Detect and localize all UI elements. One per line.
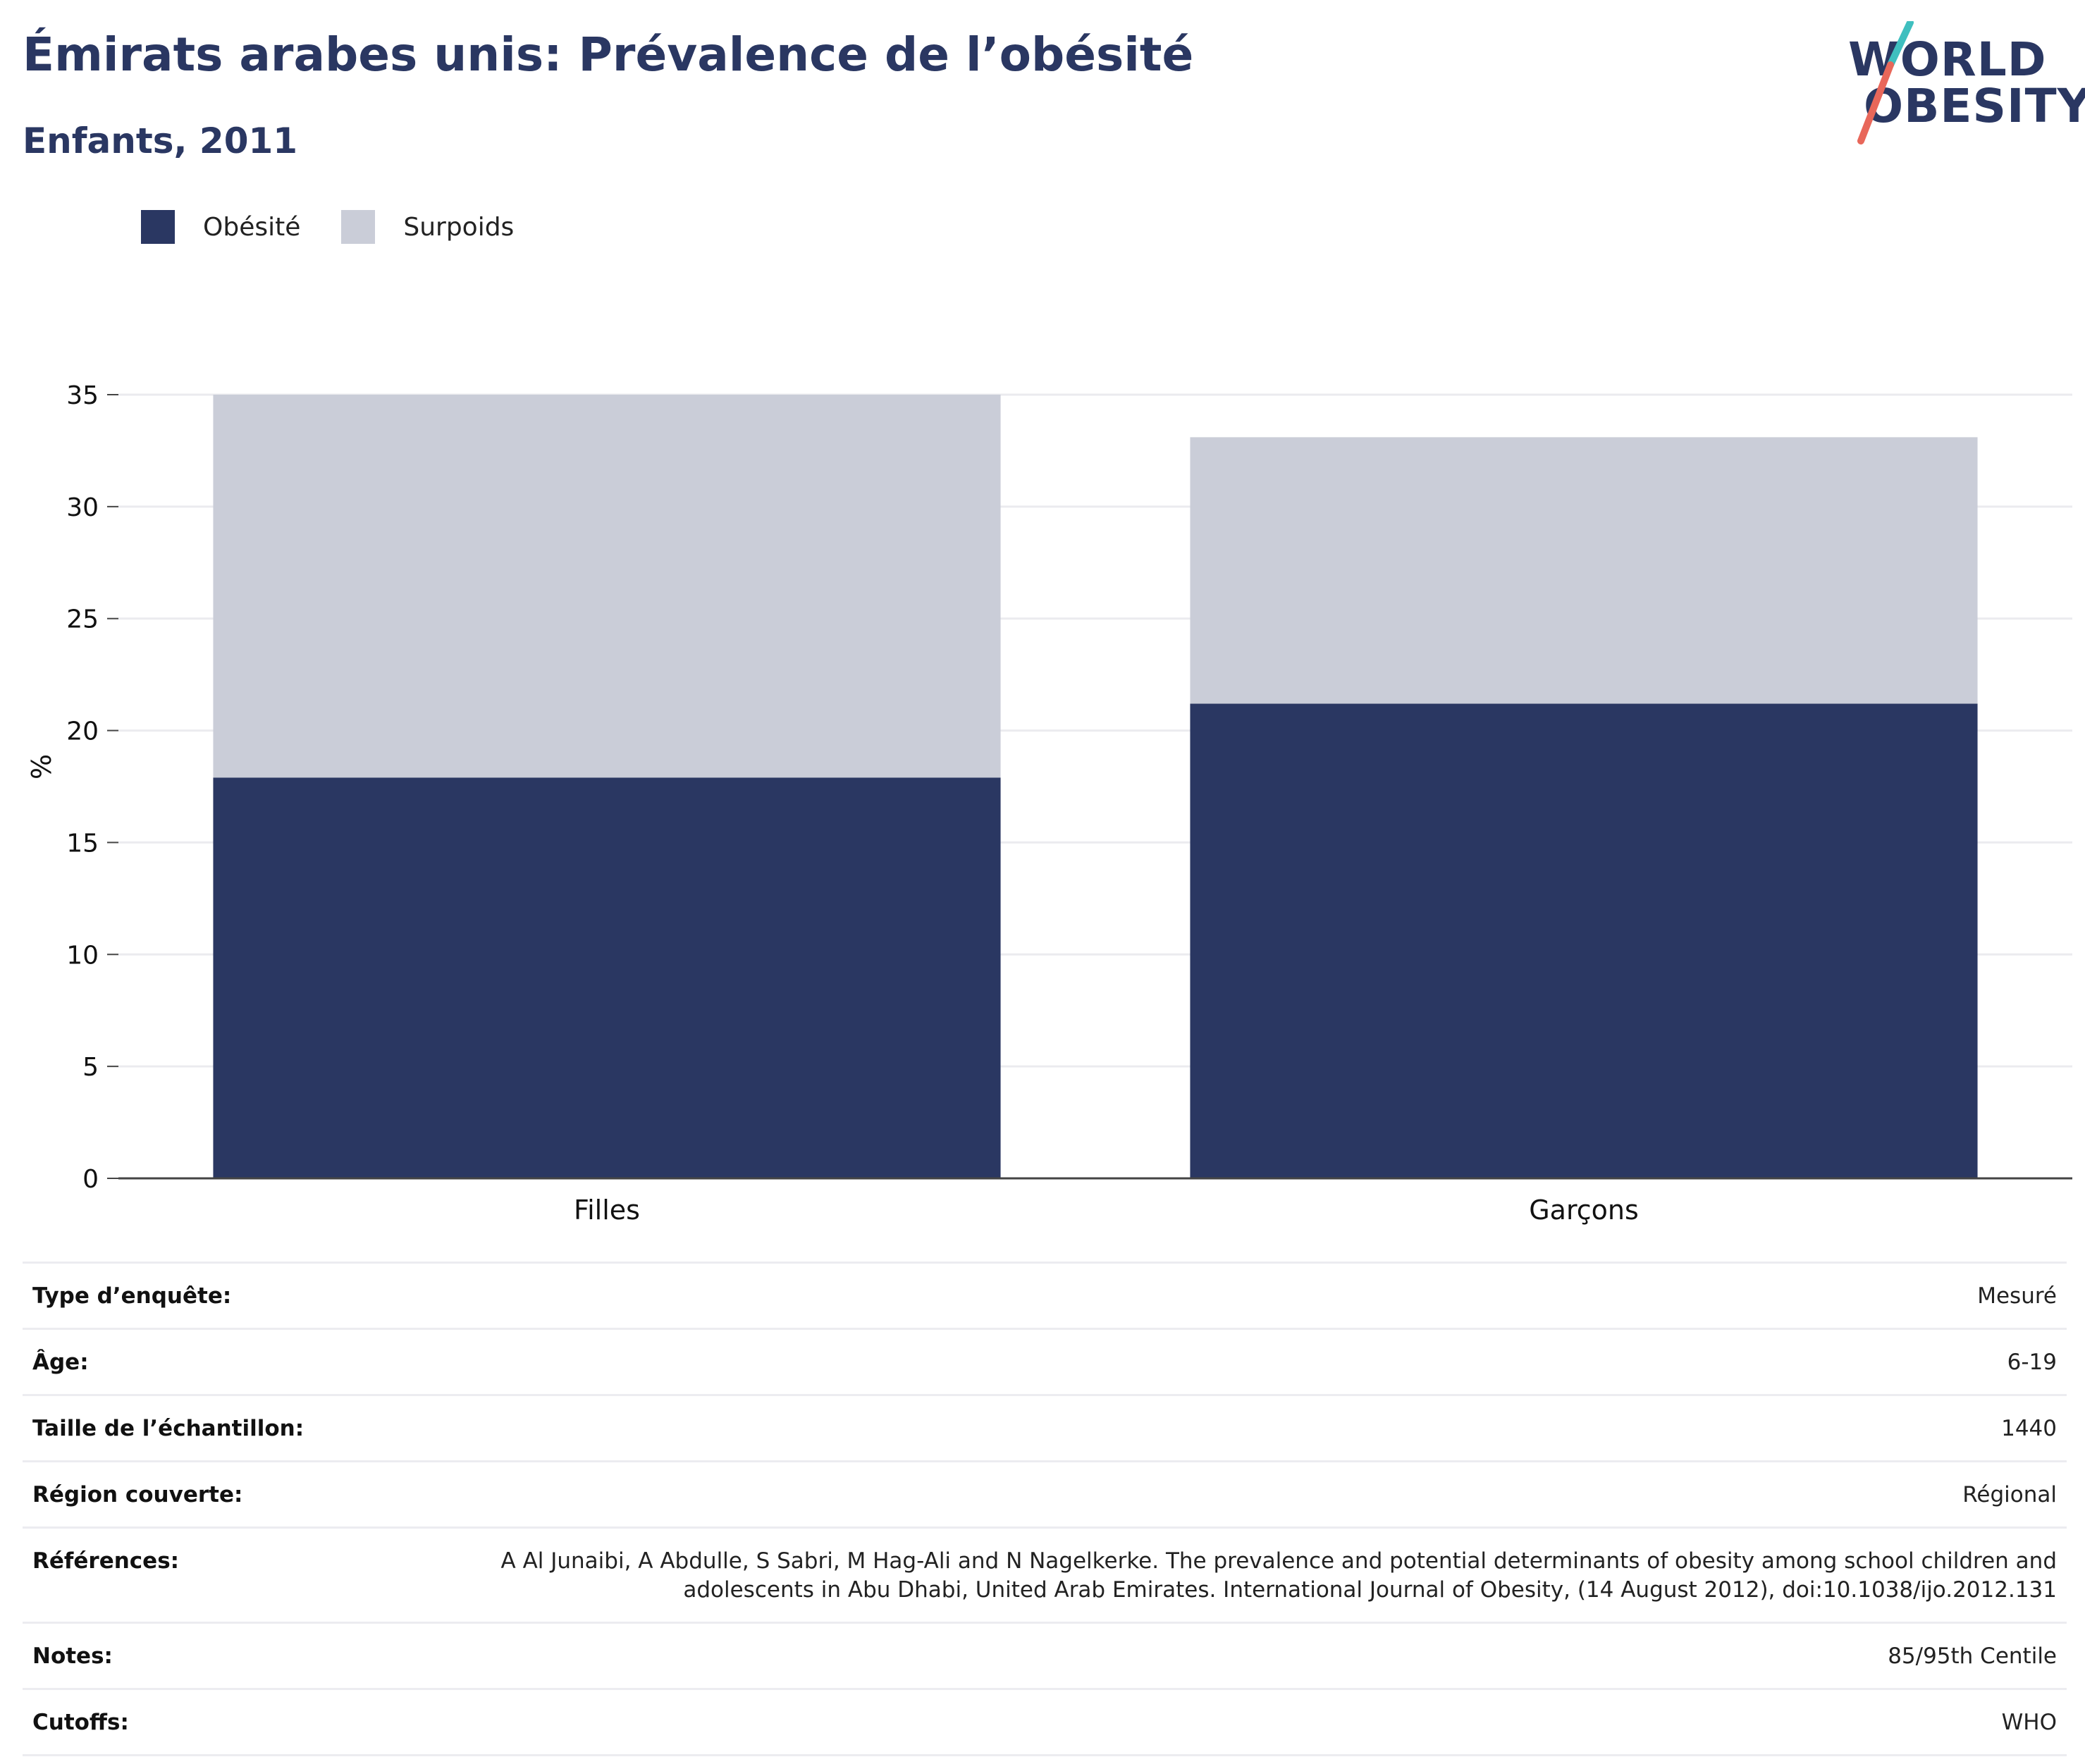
details-value: A Al Junaibi, A Abdulle, S Sabri, M Hag-… bbox=[500, 1548, 2057, 1603]
details-value: WHO bbox=[2001, 1710, 2057, 1735]
details-row: Taille de l’échantillon: 1440 bbox=[23, 1394, 2067, 1460]
details-row: Références: A Al Junaibi, A Abdulle, S Sa… bbox=[23, 1526, 2067, 1622]
details-row: Notes: 85/95th Centile bbox=[23, 1622, 2067, 1688]
chart-subtitle: Enfants, 2011 bbox=[23, 121, 298, 161]
details-row: Cutoffs: WHO bbox=[23, 1688, 2067, 1756]
details-label: Références: bbox=[32, 1548, 180, 1574]
details-row: Région couverte: Régional bbox=[23, 1460, 2067, 1526]
chart-legend: Obésité Surpoids bbox=[141, 210, 555, 244]
details-value: 1440 bbox=[2001, 1416, 2057, 1441]
legend-label-obesite: Obésité bbox=[203, 212, 301, 242]
chart-title: Émirats arabes unis: Prévalence de l’obé… bbox=[23, 27, 1194, 82]
legend-label-surpoids: Surpoids bbox=[403, 212, 515, 242]
x-tick-label: Garçons bbox=[1529, 1195, 1639, 1226]
bars bbox=[213, 395, 1978, 1178]
details-label: Région couverte: bbox=[32, 1482, 243, 1507]
details-value: 85/95th Centile bbox=[1888, 1643, 2057, 1669]
details-row: Âge: 6-19 bbox=[23, 1328, 2067, 1394]
bar-obesite[interactable] bbox=[213, 777, 1001, 1178]
legend-item-surpoids[interactable]: Surpoids bbox=[341, 210, 514, 244]
logo-text-line1: WORLD bbox=[1848, 32, 2047, 87]
axes: 0 5 10 15 20 25 30 35 Filles Garçons bbox=[66, 381, 2072, 1226]
legend-swatch-obesite bbox=[141, 210, 175, 244]
details-label: Notes: bbox=[32, 1643, 113, 1669]
details-value: Mesuré bbox=[1977, 1283, 2057, 1309]
y-tick-label: 0 bbox=[82, 1165, 99, 1194]
details-label: Cutoffs: bbox=[32, 1710, 129, 1735]
logo-slash-icon bbox=[1857, 21, 1914, 144]
y-tick-label: 10 bbox=[66, 941, 99, 970]
bar-obesite[interactable] bbox=[1190, 703, 1978, 1178]
legend-swatch-surpoids bbox=[341, 210, 376, 244]
y-tick-label: 5 bbox=[82, 1053, 99, 1082]
logo-text-line2: OBESITY bbox=[1864, 79, 2085, 133]
details-value: 6-19 bbox=[2007, 1350, 2057, 1375]
details-label: Type d’enquête: bbox=[32, 1283, 232, 1309]
details-label: Taille de l’échantillon: bbox=[32, 1416, 305, 1441]
details-value: Régional bbox=[1962, 1482, 2057, 1507]
y-tick-label: 20 bbox=[66, 717, 99, 746]
y-axis-label: % bbox=[26, 754, 57, 779]
y-tick-label: 35 bbox=[66, 381, 99, 410]
stacked-bar-chart: 0 5 10 15 20 25 30 35 Filles Garçons % bbox=[26, 381, 2072, 1226]
x-tick-label: Filles bbox=[574, 1195, 640, 1226]
y-tick-label: 25 bbox=[66, 605, 99, 634]
survey-details-table: Type d’enquête: Mesuré Âge: 6-19 Taille de l… bbox=[23, 1262, 2067, 1756]
y-tick-label: 15 bbox=[66, 829, 99, 858]
y-tick-label: 30 bbox=[66, 493, 99, 522]
details-label: Âge: bbox=[32, 1350, 89, 1375]
bar-surpoids[interactable] bbox=[213, 395, 1001, 778]
details-row: Type d’enquête: Mesuré bbox=[23, 1262, 2067, 1328]
legend-item-obesite[interactable]: Obésité bbox=[141, 210, 300, 244]
world-obesity-logo: WORLD OBESITY bbox=[1833, 21, 2085, 148]
bar-surpoids[interactable] bbox=[1190, 437, 1978, 704]
